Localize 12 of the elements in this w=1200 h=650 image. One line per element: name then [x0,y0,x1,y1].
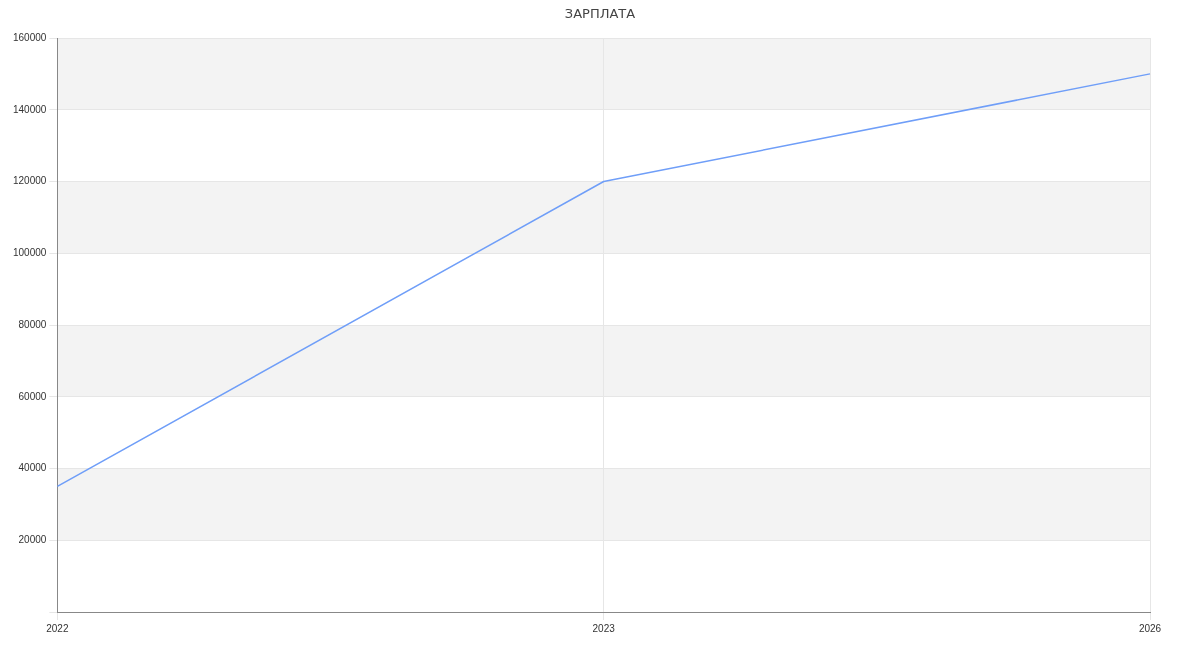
y-tick-label: 140000 [12,103,47,115]
y-tick-label: 100000 [12,247,47,258]
y-tick-label: 160000 [12,31,47,43]
chart-title: ЗАРПЛАТА [563,5,637,23]
x-tick-label: 2022 [46,622,69,634]
y-tick-label: 120000 [12,175,47,187]
x-tick-label: 2023 [592,622,616,634]
y-tick-label: 20000 [18,534,47,545]
x-tick-label: 2026 [1138,622,1162,634]
y-tick-label: 60000 [18,390,47,402]
y-tick-label: 80000 [18,318,47,330]
y-tick-label: 40000 [18,462,47,474]
